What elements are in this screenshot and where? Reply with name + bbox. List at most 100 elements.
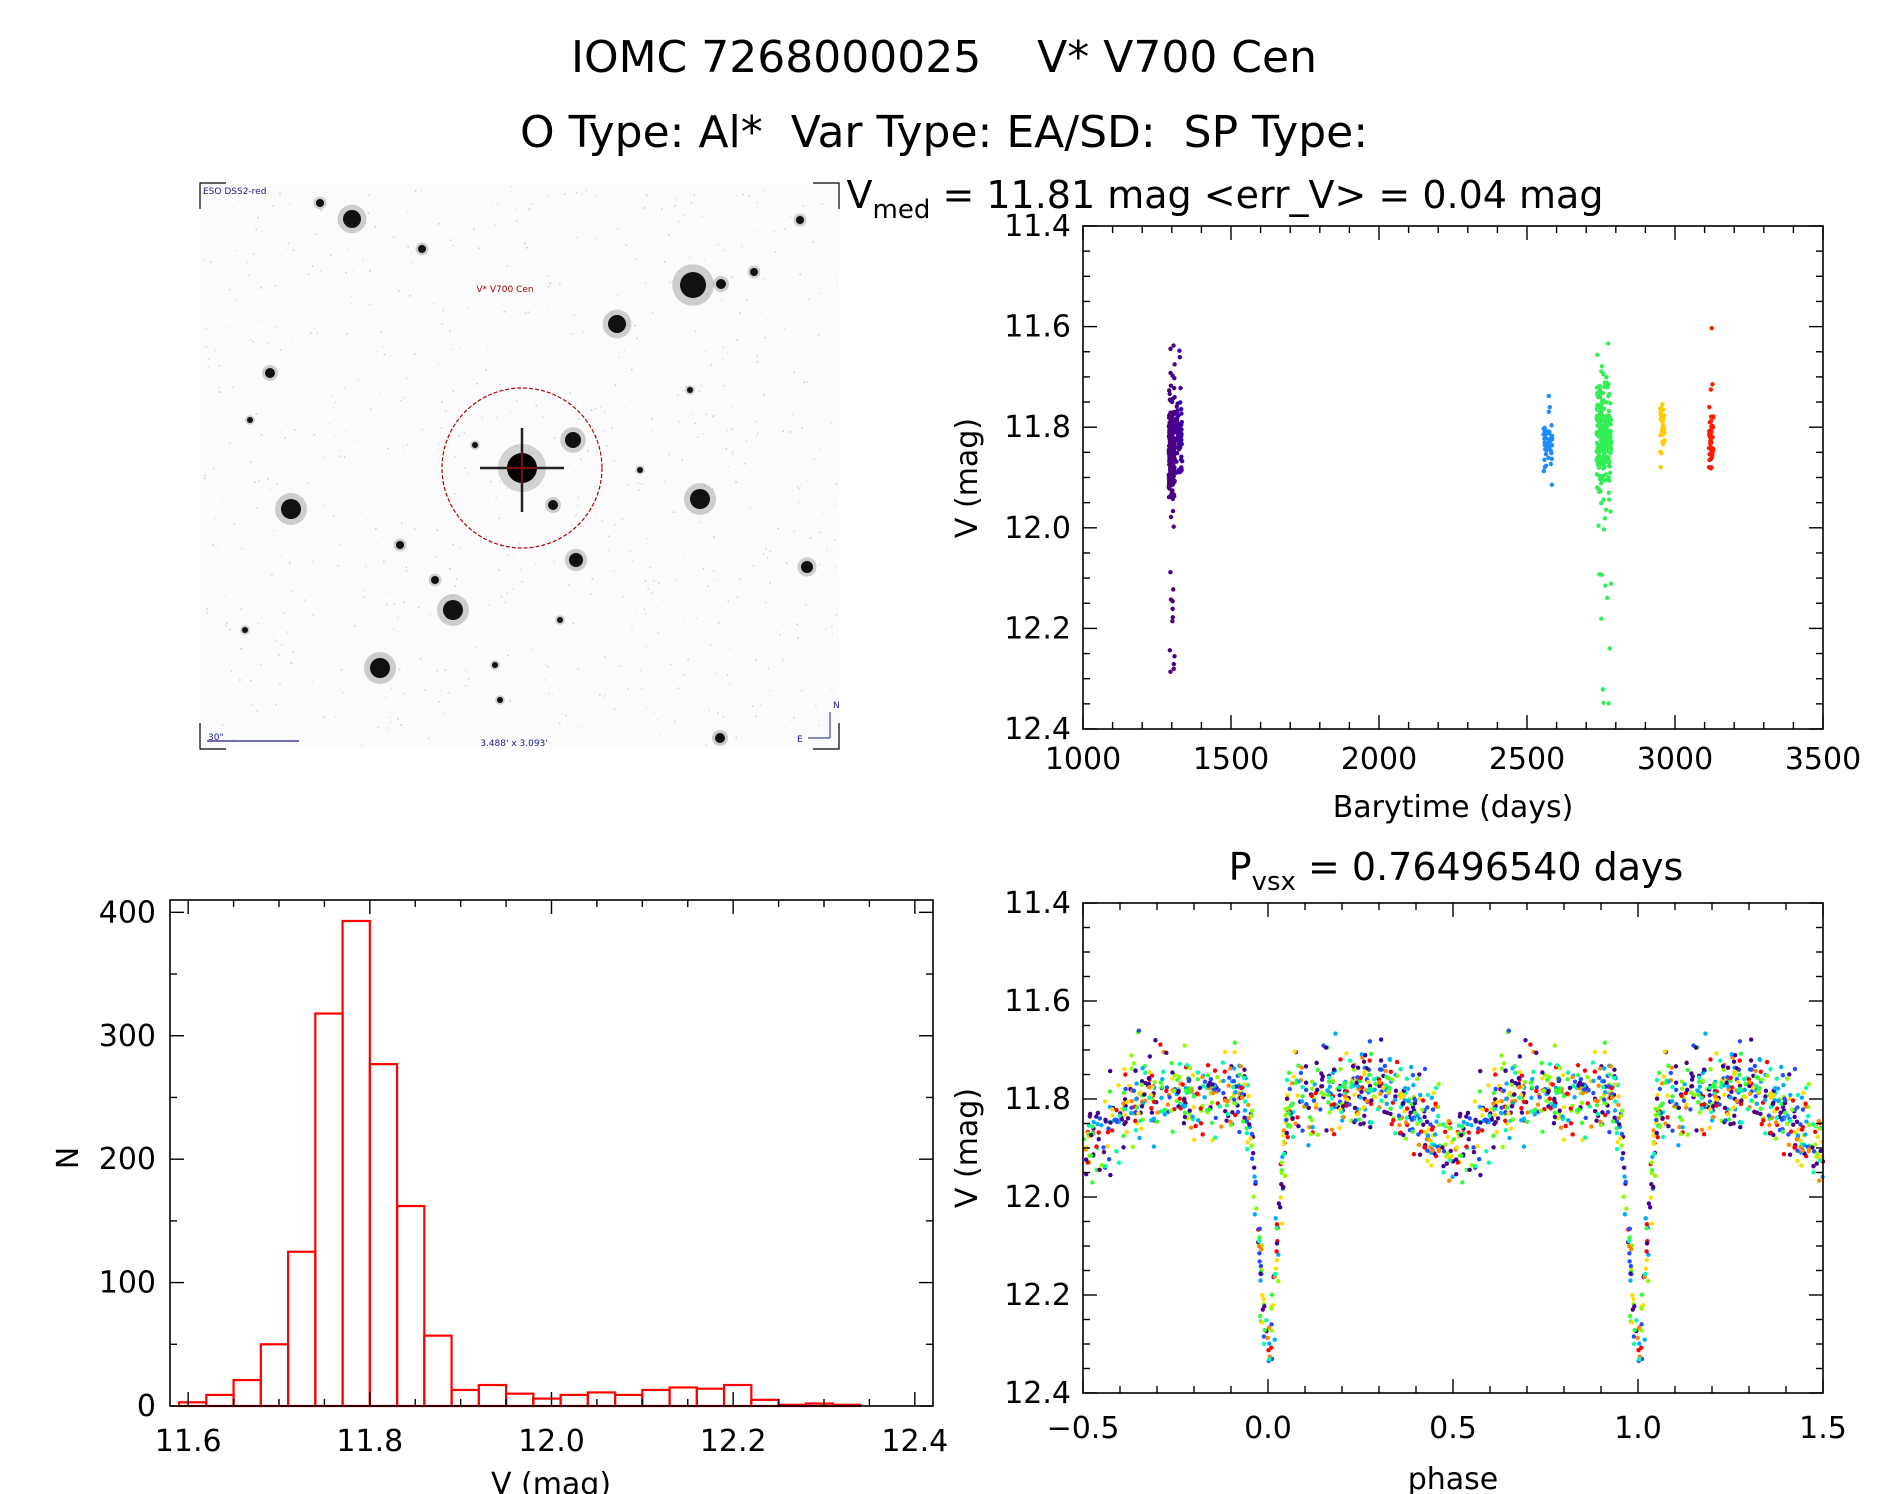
histogram-ytick-label: 400 bbox=[99, 895, 156, 930]
lightcurve-point bbox=[1171, 661, 1176, 667]
lightcurve-point bbox=[1594, 440, 1600, 446]
phased-point bbox=[1795, 1148, 1800, 1153]
phased-point bbox=[1422, 1066, 1428, 1072]
phased-point bbox=[1153, 1038, 1158, 1043]
lightcurve-point bbox=[1602, 478, 1608, 483]
finder-noise-speck bbox=[239, 679, 241, 681]
phased-point bbox=[1649, 1170, 1654, 1176]
phased-point bbox=[1340, 1104, 1346, 1109]
lightcurve-point bbox=[1166, 388, 1172, 393]
phased-point bbox=[1232, 1066, 1237, 1071]
finder-noise-speck bbox=[630, 368, 633, 371]
phased-point bbox=[1329, 1106, 1334, 1111]
phased-point bbox=[1586, 1088, 1591, 1093]
finder-noise-speck bbox=[396, 630, 399, 633]
phased-point bbox=[1372, 1095, 1378, 1100]
lightcurve-point bbox=[1709, 325, 1714, 331]
phased-point bbox=[1528, 1109, 1534, 1114]
finder-noise-speck bbox=[284, 436, 286, 439]
phased-point bbox=[1269, 1306, 1274, 1311]
phased-point bbox=[1448, 1148, 1453, 1154]
finder-noise-speck bbox=[582, 347, 585, 350]
phased-point bbox=[1507, 1135, 1512, 1141]
phased-point bbox=[1436, 1147, 1442, 1152]
finder-noise-speck bbox=[656, 718, 659, 721]
finder-noise-speck bbox=[380, 331, 382, 334]
phased-point bbox=[1725, 1065, 1731, 1070]
phased-point bbox=[1679, 1093, 1684, 1098]
phased-point bbox=[1274, 1241, 1280, 1246]
finder-noise-speck bbox=[748, 194, 750, 197]
phased-point bbox=[1738, 1051, 1744, 1056]
phased-point bbox=[1699, 1095, 1704, 1101]
finder-noise-speck bbox=[413, 528, 416, 530]
finder-noise-speck bbox=[459, 347, 462, 349]
finder-noise-speck bbox=[206, 608, 209, 610]
finder-noise-speck bbox=[712, 514, 714, 517]
histogram-xlabel: V (mag) bbox=[491, 1467, 611, 1494]
phased-point bbox=[1228, 1066, 1233, 1071]
phased-point bbox=[1123, 1072, 1128, 1077]
lightcurve-point bbox=[1662, 438, 1667, 443]
lightcurve-point bbox=[1599, 481, 1604, 486]
phased-point bbox=[1602, 1050, 1607, 1055]
phased-point bbox=[1767, 1122, 1772, 1128]
phased-point bbox=[1616, 1102, 1621, 1108]
finder-noise-speck bbox=[271, 574, 273, 576]
phased-point bbox=[1250, 1151, 1256, 1156]
lightcurve-point bbox=[1543, 435, 1548, 440]
phased-point bbox=[1524, 1119, 1530, 1124]
phased-point bbox=[1285, 1135, 1290, 1140]
phased-point bbox=[1614, 1130, 1620, 1136]
phased-point bbox=[1102, 1099, 1108, 1104]
lightcurve-point bbox=[1603, 507, 1609, 512]
finder-noise-speck bbox=[694, 330, 697, 332]
lightcurve-frame bbox=[1082, 225, 1824, 730]
finder-noise-speck bbox=[674, 205, 676, 207]
finder-noise-speck bbox=[690, 413, 692, 416]
phased-point bbox=[1701, 1132, 1707, 1137]
phased-point bbox=[1242, 1108, 1248, 1113]
finder-noise-speck bbox=[514, 207, 517, 209]
finder-noise-speck bbox=[547, 194, 549, 197]
phased-point bbox=[1785, 1121, 1790, 1126]
phased-point bbox=[1321, 1092, 1327, 1098]
lightcurve-point bbox=[1599, 364, 1605, 369]
phased-point bbox=[1204, 1108, 1210, 1113]
phased-point bbox=[1803, 1132, 1808, 1137]
phased-point bbox=[1737, 1083, 1743, 1089]
lightcurve-point bbox=[1607, 497, 1612, 502]
finder-noise-speck bbox=[730, 276, 733, 278]
finder-image: ESO DSS2-red V* V700 Cen 30" 3.488' x 3.… bbox=[199, 182, 840, 750]
phased-point bbox=[1441, 1149, 1447, 1154]
finder-noise-speck bbox=[677, 687, 680, 690]
phased-point bbox=[1635, 1335, 1640, 1341]
finder-noise-speck bbox=[526, 246, 528, 249]
finder-noise-speck bbox=[545, 664, 547, 667]
lightcurve-point bbox=[1175, 438, 1181, 444]
finder-noise-speck bbox=[256, 710, 259, 712]
lightcurve-ytick-label: 12.2 bbox=[1004, 611, 1071, 646]
phased-point bbox=[1185, 1063, 1190, 1068]
phased-point bbox=[1388, 1106, 1393, 1111]
phased-point bbox=[1272, 1337, 1277, 1342]
phased-point bbox=[1728, 1075, 1733, 1080]
phased-point bbox=[1718, 1058, 1723, 1063]
phased-point bbox=[1753, 1094, 1758, 1099]
phased-point bbox=[1359, 1052, 1364, 1057]
phased-point bbox=[1697, 1110, 1702, 1115]
phased-point bbox=[1367, 1083, 1373, 1089]
phased-point bbox=[1644, 1241, 1650, 1246]
phased-point bbox=[1561, 1105, 1567, 1110]
finder-noise-speck bbox=[762, 189, 765, 191]
phased-point bbox=[1362, 1113, 1367, 1118]
finder-noise-speck bbox=[414, 189, 417, 192]
finder-noise-speck bbox=[260, 320, 262, 322]
phased-point bbox=[1414, 1076, 1420, 1082]
finder-noise-speck bbox=[602, 462, 605, 464]
lightcurve-point bbox=[1601, 700, 1606, 706]
finder-noise-speck bbox=[791, 490, 794, 492]
finder-noise-speck bbox=[435, 555, 438, 558]
finder-star bbox=[497, 697, 503, 703]
phased-point bbox=[1089, 1132, 1094, 1138]
